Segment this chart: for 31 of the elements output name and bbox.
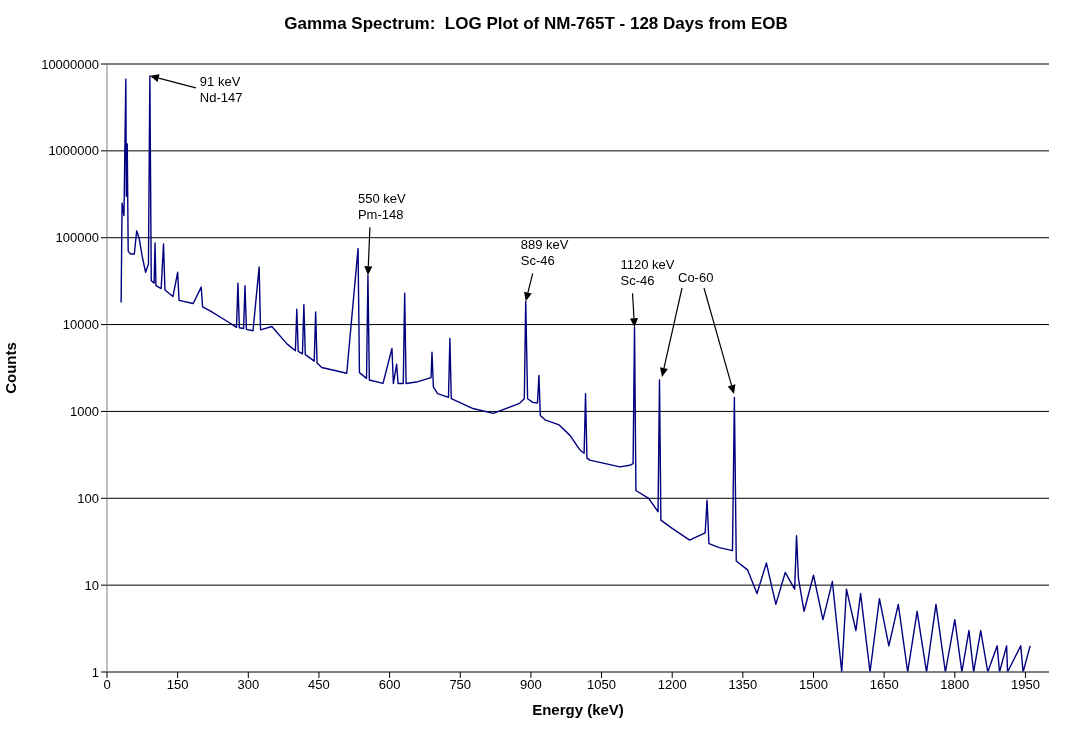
x-tick-label: 1350: [728, 677, 758, 693]
y-tick-label: 10000: [62, 317, 99, 333]
x-tick-label: 150: [166, 677, 189, 693]
x-tick-label: 1500: [799, 677, 828, 693]
annotation: 889 keV Sc-46: [520, 237, 569, 269]
annotation: 550 keV Pm-148: [357, 191, 406, 223]
x-tick-label: 1050: [587, 677, 617, 693]
chart-title: Gamma Spectrum: LOG Plot of NM-765T - 128 Days from EOB: [283, 14, 789, 34]
y-tick-label: 100000: [55, 230, 99, 246]
annotation: 91 keV Nd-147: [199, 73, 243, 105]
y-tick-label: 1: [91, 664, 99, 680]
annotation: 1120 keV Sc-46: [620, 257, 675, 289]
annotation: Co-60: [678, 270, 714, 285]
x-tick-label: 1200: [657, 677, 687, 693]
y-axis-title: Counts: [1, 342, 19, 394]
y-tick-label: 100: [77, 490, 99, 506]
x-tick-label: 1650: [869, 677, 899, 693]
x-tick-label: 450: [308, 677, 330, 693]
x-tick-label: 900: [520, 677, 542, 693]
x-tick-label: 1950: [1010, 677, 1040, 693]
line-series: [120, 75, 1031, 672]
x-tick-label: 300: [237, 677, 260, 693]
y-tick-label: 1000000: [48, 143, 99, 159]
y-tick-label: 1000: [70, 404, 99, 420]
x-tick-label: 0: [103, 677, 111, 693]
x-tick-label: 750: [449, 677, 472, 693]
x-tick-label: 1800: [940, 677, 970, 693]
y-tick-label: 10: [84, 577, 99, 593]
y-tick-label: 10000000: [41, 56, 99, 72]
x-axis-title: Energy (keV): [531, 701, 625, 718]
x-tick-label: 600: [378, 677, 401, 693]
